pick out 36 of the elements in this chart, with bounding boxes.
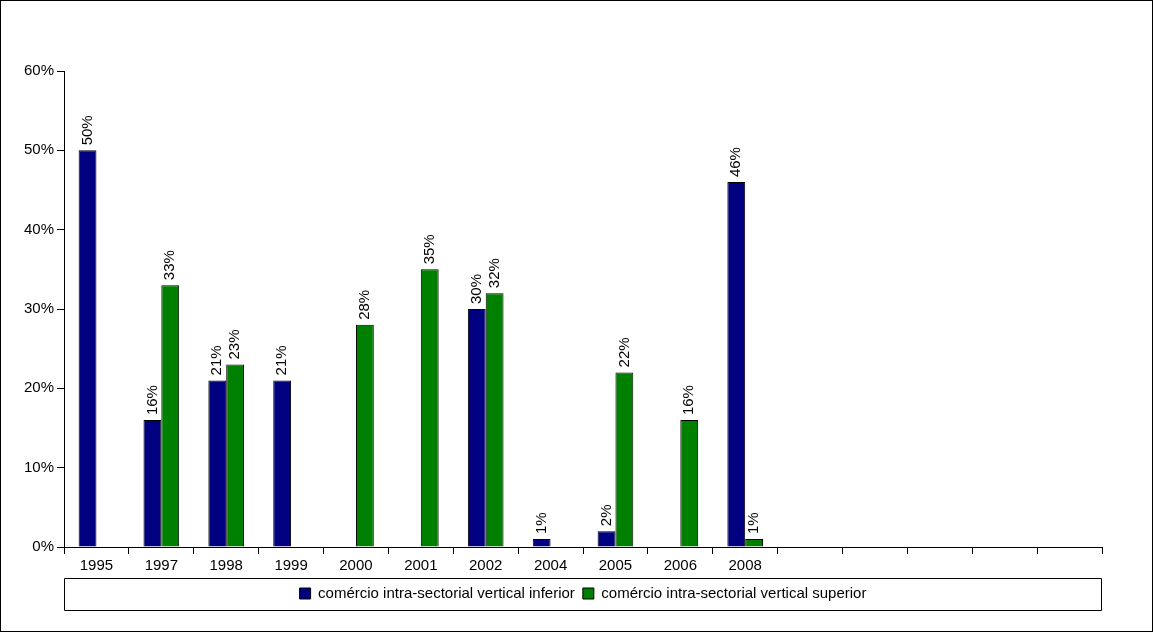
x-tick-label: 1997 (144, 556, 179, 574)
data-label: 16% (142, 385, 160, 416)
y-tick-label: 40% (23, 219, 55, 237)
legend-label: comércio intra-sectorial vertical inferior (318, 583, 575, 601)
data-label: 30% (466, 273, 484, 304)
y-tick-label: 50% (23, 140, 55, 158)
x-tick-label: 2002 (469, 556, 503, 574)
data-label: 35% (419, 234, 437, 265)
legend-label: comércio intra-sectorial vertical superior (601, 583, 867, 601)
data-label: 23% (225, 329, 243, 360)
x-tick-label: 2001 (404, 556, 438, 574)
data-label: 33% (160, 250, 178, 281)
y-tick-label: 30% (23, 299, 55, 317)
data-label: 16% (679, 385, 697, 416)
y-tick-label: 10% (23, 457, 55, 475)
data-label: 46% (726, 147, 744, 178)
x-tick-label: 2000 (339, 556, 373, 574)
y-tick-label: 20% (23, 378, 55, 396)
data-label: 21% (272, 345, 290, 376)
x-tick-label: 1995 (79, 556, 114, 574)
x-tick-label: 2004 (533, 556, 568, 574)
x-tick-label: 1998 (209, 556, 243, 574)
x-tick-label: 2008 (728, 556, 762, 574)
data-label: 1% (744, 512, 762, 535)
data-label: 50% (77, 115, 95, 146)
data-label: 32% (484, 258, 502, 289)
data-label: 28% (355, 289, 373, 320)
data-label: 22% (614, 337, 632, 368)
y-tick-label: 0% (32, 537, 55, 555)
data-label: 1% (531, 512, 549, 535)
x-tick-label: 2005 (598, 556, 633, 574)
data-label: 2% (596, 504, 614, 527)
x-tick-label: 2006 (663, 556, 698, 574)
x-tick-label: 1999 (274, 556, 308, 574)
data-label: 21% (207, 345, 225, 376)
y-tick-label: 60% (23, 61, 55, 79)
